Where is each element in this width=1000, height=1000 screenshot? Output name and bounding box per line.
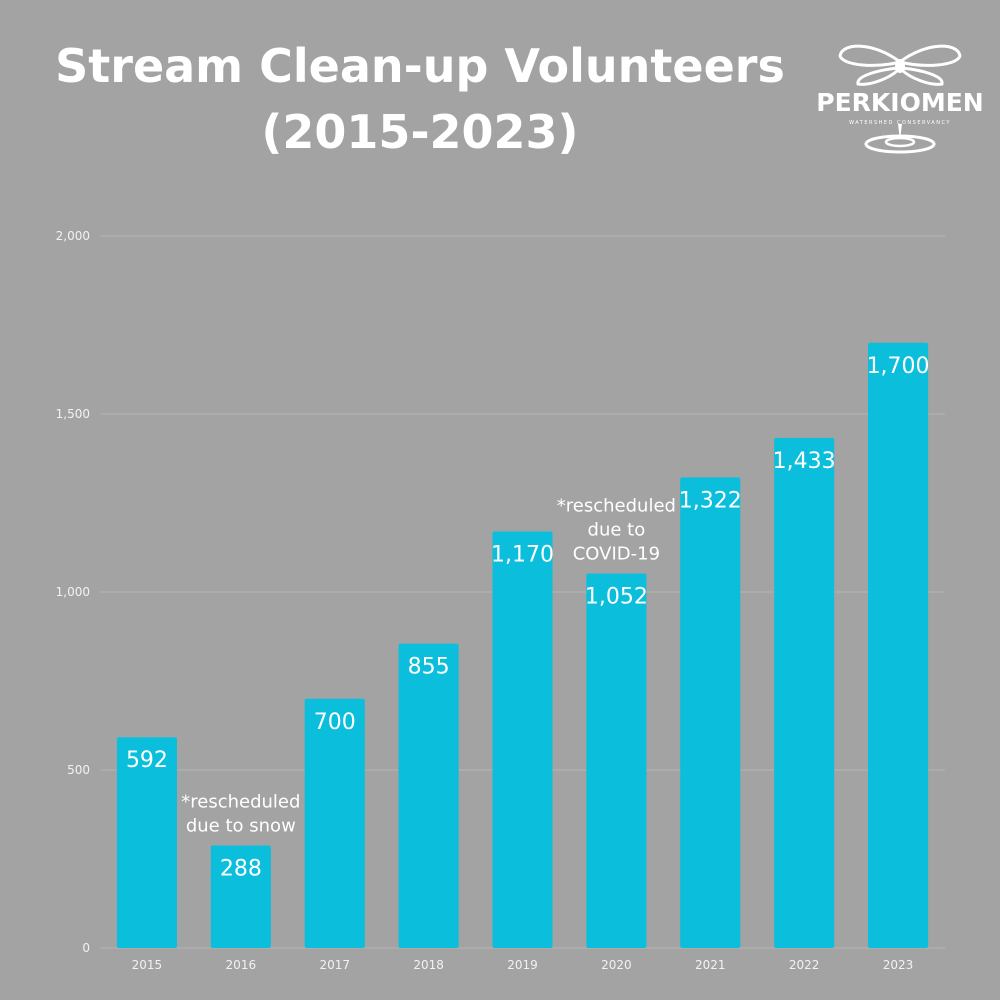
bar — [680, 477, 741, 948]
bar-value-label: 700 — [314, 710, 356, 735]
logo-wordmark: PERKIOMEN — [816, 88, 984, 117]
bar — [398, 643, 459, 948]
logo-subtitle: WATERSHED CONSERVANCY — [849, 120, 951, 126]
annotation-text: COVID-19 — [573, 543, 660, 564]
dragonfly-icon — [838, 44, 962, 154]
bar-value-label: 855 — [408, 655, 450, 680]
y-tick-label: 0 — [82, 941, 90, 955]
perkiomen-logo: PERKIOMEN WATERSHED CONSERVANCY — [814, 40, 986, 156]
bar-value-label: 1,170 — [491, 542, 554, 567]
bar — [868, 342, 929, 948]
bar — [492, 531, 553, 948]
chart-title-line1: Stream Clean-up Volunteers — [55, 39, 785, 93]
x-tick-label: 2022 — [789, 958, 820, 972]
x-tick-label: 2016 — [226, 958, 257, 972]
bar — [586, 573, 647, 948]
bar-value-label: 288 — [220, 856, 262, 881]
x-tick-label: 2018 — [413, 958, 444, 972]
y-tick-label: 2,000 — [56, 229, 90, 243]
x-tick-label: 2015 — [132, 958, 163, 972]
annotation-text: due to — [588, 519, 646, 540]
x-tick-label: 2023 — [883, 958, 914, 972]
x-tick-label: 2021 — [695, 958, 726, 972]
bar-value-label: 1,433 — [773, 449, 836, 474]
y-tick-label: 1,500 — [56, 407, 90, 421]
x-tick-label: 2019 — [507, 958, 538, 972]
y-tick-label: 1,000 — [56, 585, 90, 599]
bar-value-label: 592 — [126, 748, 168, 773]
annotation-text: *rescheduled — [557, 495, 676, 516]
bar — [304, 698, 365, 948]
bar — [210, 845, 271, 948]
bar — [774, 437, 835, 948]
chart-title-line2: (2015-2023) — [261, 105, 579, 159]
x-tick-label: 2017 — [319, 958, 350, 972]
annotation-text: *rescheduled — [181, 791, 300, 812]
annotation-text: due to snow — [186, 815, 296, 836]
bar-value-label: 1,700 — [867, 354, 930, 379]
y-tick-label: 500 — [67, 763, 90, 777]
bar-value-label: 1,322 — [679, 488, 742, 513]
x-tick-label: 2020 — [601, 958, 632, 972]
bar-value-label: 1,052 — [585, 584, 648, 609]
bar — [116, 737, 177, 948]
